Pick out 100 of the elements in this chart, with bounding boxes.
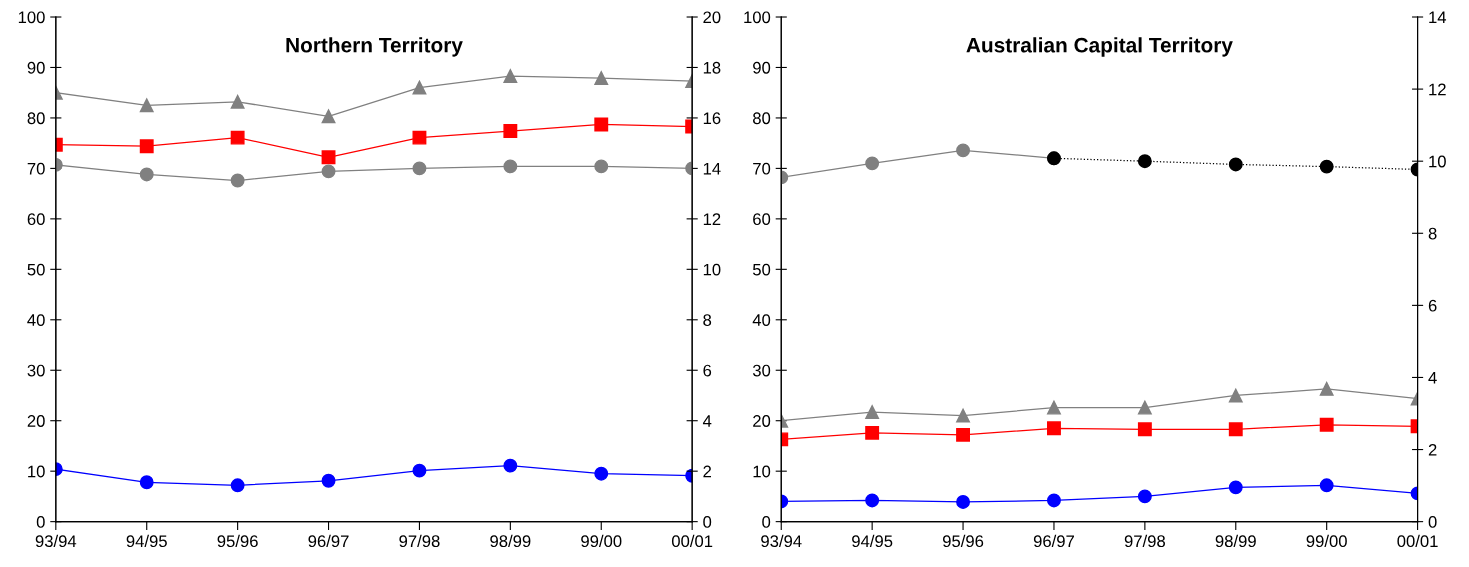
- y-tick-label: 70: [753, 162, 771, 175]
- point: [412, 130, 427, 145]
- text: Australian Capital Territory: [966, 37, 1233, 57]
- x-tick-label: 96/97: [308, 534, 349, 548]
- y-tick-label: 90: [753, 61, 771, 74]
- y-tick-label: 30: [752, 364, 771, 377]
- y-tick-label: 0: [36, 516, 45, 528]
- y-tick-label: 80: [27, 112, 45, 125]
- point: [412, 161, 427, 176]
- y-tick-label: 100: [744, 11, 771, 24]
- text: Northern Territory: [286, 37, 463, 57]
- y-tick-label: 70: [27, 162, 45, 175]
- y2-tick-label: 4: [1428, 372, 1437, 384]
- point: [230, 130, 245, 145]
- y2-tick-label: 2: [703, 465, 712, 478]
- point: [1228, 422, 1243, 437]
- point: [503, 69, 518, 83]
- x-tick-label: 97/98: [1124, 534, 1165, 548]
- point: [594, 71, 609, 86]
- point: [1319, 417, 1334, 432]
- x-tick-label: 93/94: [761, 534, 802, 548]
- y-tick-label: 90: [27, 61, 45, 74]
- point: [594, 117, 609, 132]
- point: [412, 80, 427, 95]
- x-tick-label: 94/95: [126, 534, 167, 548]
- x-tick-label: 96/97: [1033, 534, 1074, 548]
- point: [1228, 480, 1243, 495]
- point: [1228, 388, 1243, 403]
- point: [321, 109, 336, 124]
- point: [503, 159, 518, 174]
- point: [1228, 157, 1243, 172]
- point: [321, 150, 336, 165]
- y-tick-label: 10: [28, 465, 45, 478]
- point: [956, 143, 971, 158]
- x-tick-label: 00/01: [671, 534, 713, 548]
- point: [139, 167, 154, 182]
- y-tick-label: 80: [753, 112, 771, 125]
- point: [139, 139, 154, 154]
- y2-tick-label: 12: [1429, 83, 1446, 96]
- x-tick-label: 95/96: [217, 534, 258, 548]
- point: [230, 173, 245, 188]
- point: [1137, 154, 1152, 169]
- point: [865, 405, 880, 420]
- y-tick-label: 20: [27, 415, 45, 427]
- point: [230, 94, 245, 109]
- y-tick-label: 100: [18, 11, 45, 24]
- point: [956, 408, 971, 423]
- point: [1047, 421, 1061, 436]
- x-tick-label: 00/01: [1397, 534, 1438, 548]
- y-tick-label: 50: [27, 263, 45, 276]
- y-tick-label: 20: [753, 415, 771, 427]
- y-tick-label: 50: [752, 263, 771, 276]
- point: [503, 124, 518, 139]
- point: [956, 495, 971, 509]
- x-tick-label: 93/94: [35, 534, 77, 548]
- x-tick-label: 98/99: [1215, 534, 1256, 548]
- y-tick-label: 0: [762, 516, 771, 528]
- point: [1319, 478, 1334, 493]
- y2-tick-label: 10: [703, 263, 721, 276]
- point: [412, 463, 427, 478]
- y2-tick-label: 6: [1428, 299, 1437, 312]
- point: [956, 427, 971, 442]
- point: [139, 475, 154, 490]
- point: [1047, 493, 1061, 508]
- y2-tick-label: 14: [703, 162, 721, 175]
- point: [1047, 400, 1061, 415]
- x-tick-label: 97/98: [399, 534, 440, 548]
- y2-tick-label: 8: [1428, 227, 1437, 240]
- y-tick-label: 40: [752, 314, 771, 326]
- point: [230, 478, 245, 493]
- point: [1319, 381, 1334, 396]
- x-tick-label: 94/95: [852, 534, 893, 548]
- point: [1137, 422, 1152, 437]
- y2-tick-label: 10: [1429, 155, 1446, 168]
- y2-tick-label: 0: [1428, 516, 1437, 528]
- point: [865, 156, 880, 171]
- point: [1319, 159, 1334, 174]
- y2-tick-label: 8: [703, 314, 712, 326]
- x-tick-label: 99/00: [581, 534, 622, 548]
- point: [1137, 489, 1152, 504]
- point: [594, 159, 609, 174]
- point: [503, 458, 518, 473]
- y-tick-label: 30: [27, 364, 45, 377]
- y2-tick-label: 20: [703, 11, 721, 24]
- y2-tick-label: 12: [703, 213, 721, 225]
- y-tick-label: 40: [27, 314, 45, 326]
- point: [321, 473, 336, 488]
- y2-tick-label: 4: [702, 415, 712, 427]
- point: [1137, 400, 1152, 415]
- y-tick-label: 60: [27, 213, 45, 226]
- y2-tick-label: 2: [1428, 443, 1437, 456]
- point: [321, 164, 336, 179]
- y2-tick-label: 0: [703, 516, 712, 528]
- y-tick-label: 10: [753, 465, 771, 478]
- point: [865, 425, 880, 440]
- y-tick-label: 60: [753, 213, 771, 226]
- y2-tick-label: 14: [1429, 11, 1447, 24]
- x-tick-label: 95/96: [942, 534, 984, 548]
- x-tick-label: 99/00: [1306, 534, 1347, 548]
- y2-tick-label: 6: [703, 364, 712, 377]
